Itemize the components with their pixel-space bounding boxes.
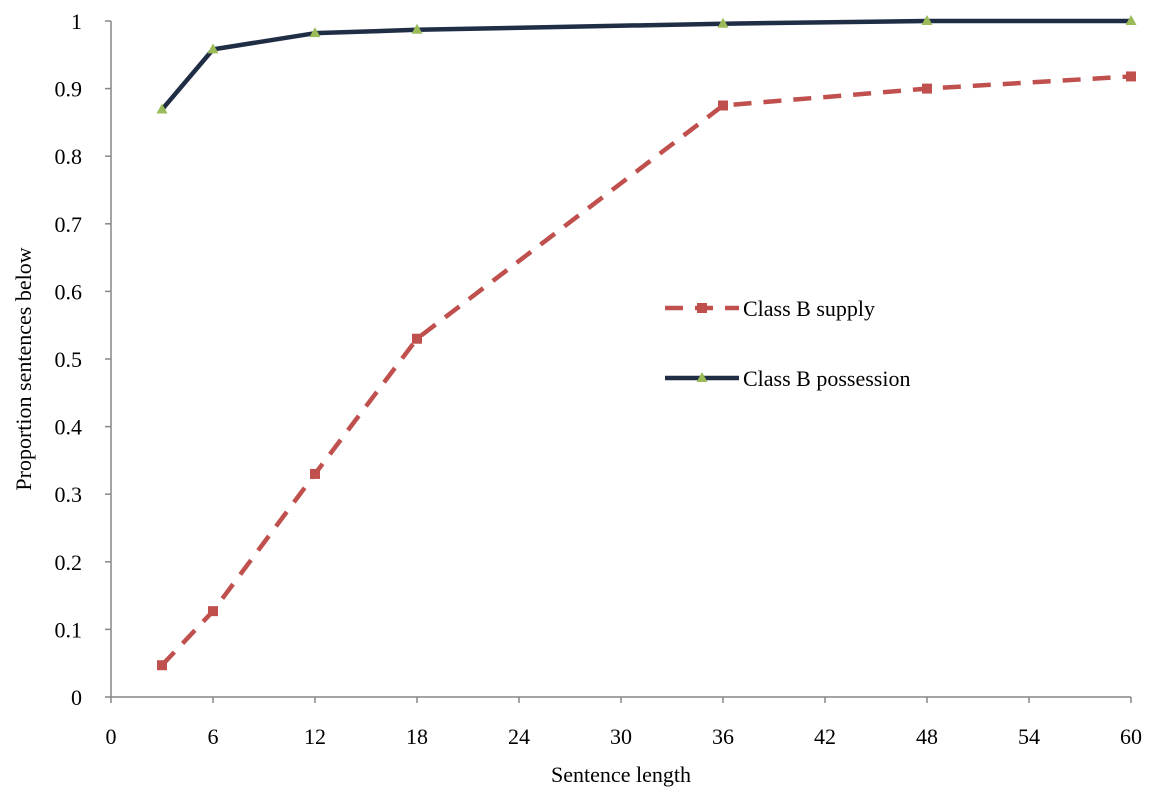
data-point-class-b-supply [922, 83, 932, 94]
x-tick-label: 36 [712, 724, 734, 749]
legend-item-class-b-supply: Class B supply [665, 296, 875, 321]
data-point-class-b-supply [310, 468, 320, 479]
data-point-class-b-possession [921, 15, 933, 25]
data-point-class-b-possession [309, 27, 321, 38]
x-tick-label: 54 [1018, 724, 1040, 749]
x-ticks: 0 6 12 18 24 30 36 42 48 54 60 [106, 697, 1142, 749]
data-point-class-b-possession [411, 23, 423, 34]
x-tick-label: 48 [916, 724, 938, 749]
y-tick-label: 0.3 [55, 482, 83, 507]
x-tick-label: 24 [508, 724, 530, 749]
series-class-b-supply [157, 71, 1136, 671]
series-class-b-possession [156, 15, 1137, 114]
x-tick-label: 18 [406, 724, 428, 749]
y-tick-label: 0.5 [55, 347, 83, 372]
x-tick-label: 12 [304, 724, 326, 749]
data-point-class-b-supply [718, 100, 728, 111]
x-axis-title: Sentence length [551, 762, 691, 787]
x-tick-label: 30 [610, 724, 632, 749]
data-point-class-b-supply [1126, 71, 1136, 82]
data-point-class-b-supply [208, 606, 218, 617]
legend-label-class-b-supply: Class B supply [743, 296, 875, 321]
series-line-class-b-supply [160, 74, 1132, 667]
y-tick-label: 0.9 [55, 77, 83, 102]
legend-marker-class-b-possession [696, 372, 708, 382]
legend-marker-class-b-supply [697, 303, 707, 313]
data-point-class-b-possession [717, 17, 729, 28]
axes: 0 0.1 0.2 0.3 0.4 0.5 0.6 0.7 0.8 0.9 1 0 6 12 18 24 30… [55, 9, 1143, 749]
x-tick-label: 6 [208, 724, 219, 749]
data-point-class-b-possession [156, 103, 168, 114]
data-point-class-b-possession [1125, 15, 1137, 25]
y-tick-label: 0.1 [55, 617, 83, 642]
y-axis-title: Proportion sentences below [11, 247, 36, 490]
y-tick-label: 0.6 [55, 279, 83, 304]
y-tick-label: 1 [71, 9, 82, 34]
series-layer [156, 15, 1137, 671]
y-tick-label: 0.4 [55, 415, 83, 440]
y-tick-label: 0 [71, 685, 82, 710]
x-tick-label: 42 [814, 724, 836, 749]
legend-item-class-b-possession: Class B possession [665, 366, 910, 391]
x-tick-label: 60 [1120, 724, 1142, 749]
y-tick-label: 0.2 [55, 550, 83, 575]
series-line-class-b-possession [160, 18, 1131, 112]
legend-label-class-b-possession: Class B possession [743, 366, 910, 391]
data-point-class-b-possession [207, 43, 219, 54]
legend: Class B supply Class B possession [665, 296, 910, 391]
data-point-class-b-supply [157, 660, 167, 671]
data-point-class-b-supply [412, 333, 422, 344]
y-tick-label: 0.8 [55, 144, 83, 169]
x-tick-label: 0 [106, 724, 117, 749]
y-ticks: 0 0.1 0.2 0.3 0.4 0.5 0.6 0.7 0.8 0.9 1 [55, 9, 111, 710]
y-tick-label: 0.7 [55, 212, 83, 237]
